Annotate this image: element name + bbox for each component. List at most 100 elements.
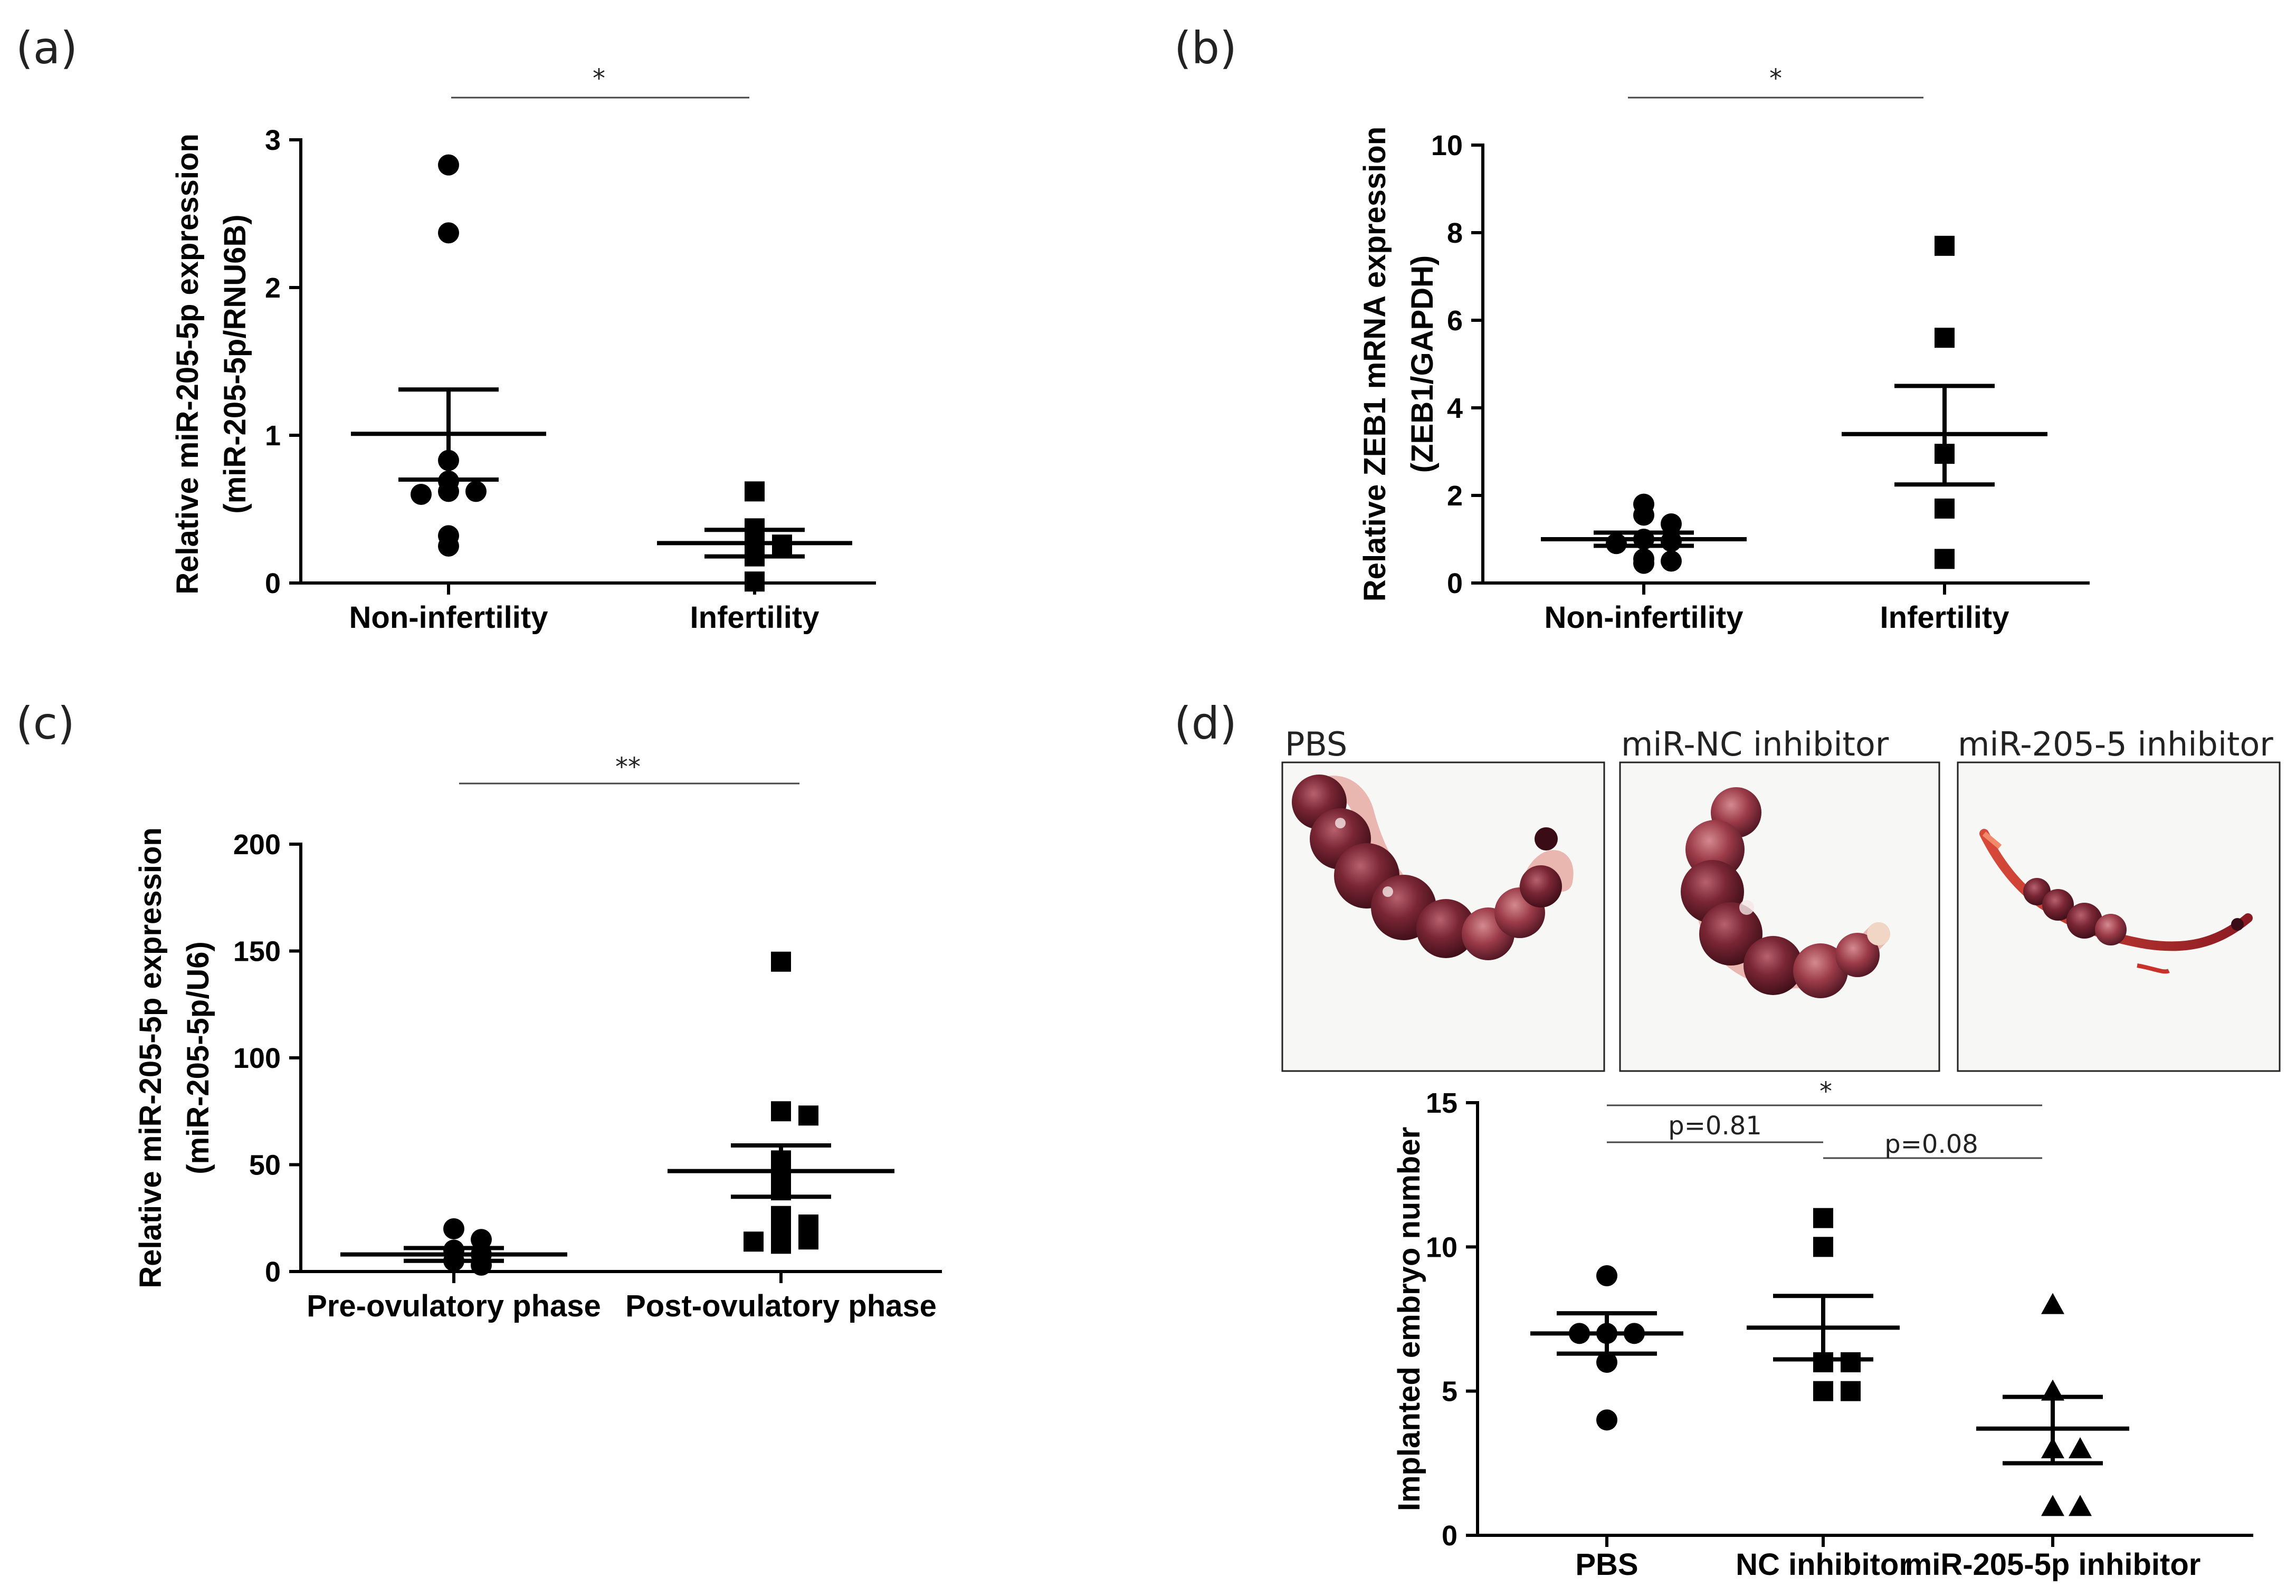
panel-a: (a) 0 1 2 3 Non-infertility Infertility Relativ… [16,22,876,635]
data-point [2041,1293,2064,1314]
y-tick-label: 15 [1426,1087,1457,1119]
uterus-pbs-image [1292,775,1574,960]
category-label-1: Infertility [690,600,820,635]
y-tick-label: 0 [265,1256,281,1288]
data-point [771,1234,791,1254]
significance-label: * [593,64,605,93]
data-point [438,481,459,502]
data-point [438,154,459,176]
panel-label-b: (b) [1174,22,1237,74]
series-1 [1842,235,2047,569]
y-tick-label: 8 [1447,217,1463,249]
y-axis-label-1: (miR-205-5p/RNU6B) [218,214,252,513]
y-tick-label: 0 [1442,1520,1457,1552]
y-tick-label: 4 [1447,393,1463,424]
category-label-0: PBS [1575,1547,1638,1582]
y-axis-label-1: (miR-205-5p/U6) [181,941,215,1174]
y-axis-label-1: (ZEB1/GAPDH) [1405,255,1440,473]
data-point [1935,235,1955,256]
panel-b: (b) 0 2 4 6 8 10 Non-infertility Infertility Rela… [1174,22,2090,635]
data-point [411,484,432,505]
data-point [798,1105,818,1126]
panel-label-a: (a) [16,22,78,74]
photo-title-mir-nc-inhibitor: miR-NC inhibitor [1621,725,1889,763]
series-1 [1747,1208,1900,1401]
y-axis-label-0: Relative miR-205-5p expression [134,827,168,1288]
y-tick-label: 100 [233,1043,281,1074]
data-point [745,571,765,592]
data-point [1935,549,1955,569]
y-tick-label: 10 [1431,130,1463,161]
series-0 [1541,493,1747,574]
category-label-0: Non-infertility [349,600,548,635]
y-tick-label: 6 [1447,305,1463,337]
series-0 [1530,1265,1683,1431]
y-tick-label: 10 [1426,1231,1457,1263]
category-label-1: NC inhibitor [1736,1547,1911,1582]
data-point [465,481,487,502]
y-axis-label-0: Relative miR-205-5p expression [170,133,205,595]
y-tick-label: 3 [265,125,281,156]
significance-label: p=0.08 [1884,1130,1978,1159]
category-label-2: miR-205-5p inhibitor [1905,1547,2201,1582]
data-point [1633,504,1654,526]
data-point [2069,1437,2092,1458]
significance-label: ** [615,752,641,782]
data-point [443,1218,464,1239]
data-point [745,481,765,502]
data-point [2041,1495,2064,1516]
uterus-nc-image [1681,787,1890,998]
y-tick-label: 50 [249,1150,281,1181]
panel-label-d: (d) [1174,697,1237,749]
data-point [2069,1495,2092,1516]
photo-title-mir-205-5-inhibitor: miR-205-5 inhibitor [1958,725,2273,763]
y-tick-label: 0 [265,568,281,599]
data-point [1935,328,1955,348]
y-axis-label-0: Implanted embryo number [1392,1127,1426,1511]
photo-pbs [1281,761,1605,1072]
photo-mir-nc-inhibitor [1619,761,1940,1072]
data-point [471,1254,492,1276]
category-label-1: Infertility [1880,600,2009,635]
series-1 [657,481,852,592]
data-point [1596,1352,1617,1373]
uterus-photos [1281,761,2281,1072]
data-point [1841,1381,1861,1401]
data-point [1841,1352,1861,1372]
y-tick-label: 2 [1447,480,1463,512]
photo-mir-205-5-inhibitor [1957,761,2281,1072]
series-2 [1976,1293,2129,1516]
data-point [1596,1409,1617,1431]
data-point [1935,498,1955,519]
data-point [798,1229,818,1250]
y-axis-label-0: Relative ZEB1 mRNA expression [1358,127,1392,601]
data-point [1633,552,1654,574]
data-point [471,1229,492,1250]
y-tick-label: 150 [233,936,281,968]
data-point [1813,1208,1833,1228]
uterus-mir205-image [1979,829,2253,974]
series-0 [340,1218,567,1276]
data-point [1813,1237,1833,1257]
data-point [1606,533,1627,555]
category-label-0: Non-infertility [1545,600,1744,635]
category-label-0: Pre-ovulatory phase [307,1289,601,1323]
y-tick-label: 5 [1442,1376,1457,1408]
data-point [771,951,791,972]
significance-label: p=0.81 [1668,1111,1762,1141]
significance-label: * [1769,64,1782,93]
category-label-1: Post-ovulatory phase [625,1289,937,1323]
data-point [1661,513,1682,534]
data-point [1596,1265,1617,1286]
y-tick-label: 1 [265,420,281,452]
data-point [771,1101,791,1122]
data-point [1661,550,1682,572]
series-0 [351,154,546,557]
data-point [438,222,459,244]
data-point [744,1231,764,1252]
y-tick-label: 0 [1447,568,1463,599]
panel-label-c: (c) [16,697,75,749]
y-tick-label: 2 [265,272,281,304]
